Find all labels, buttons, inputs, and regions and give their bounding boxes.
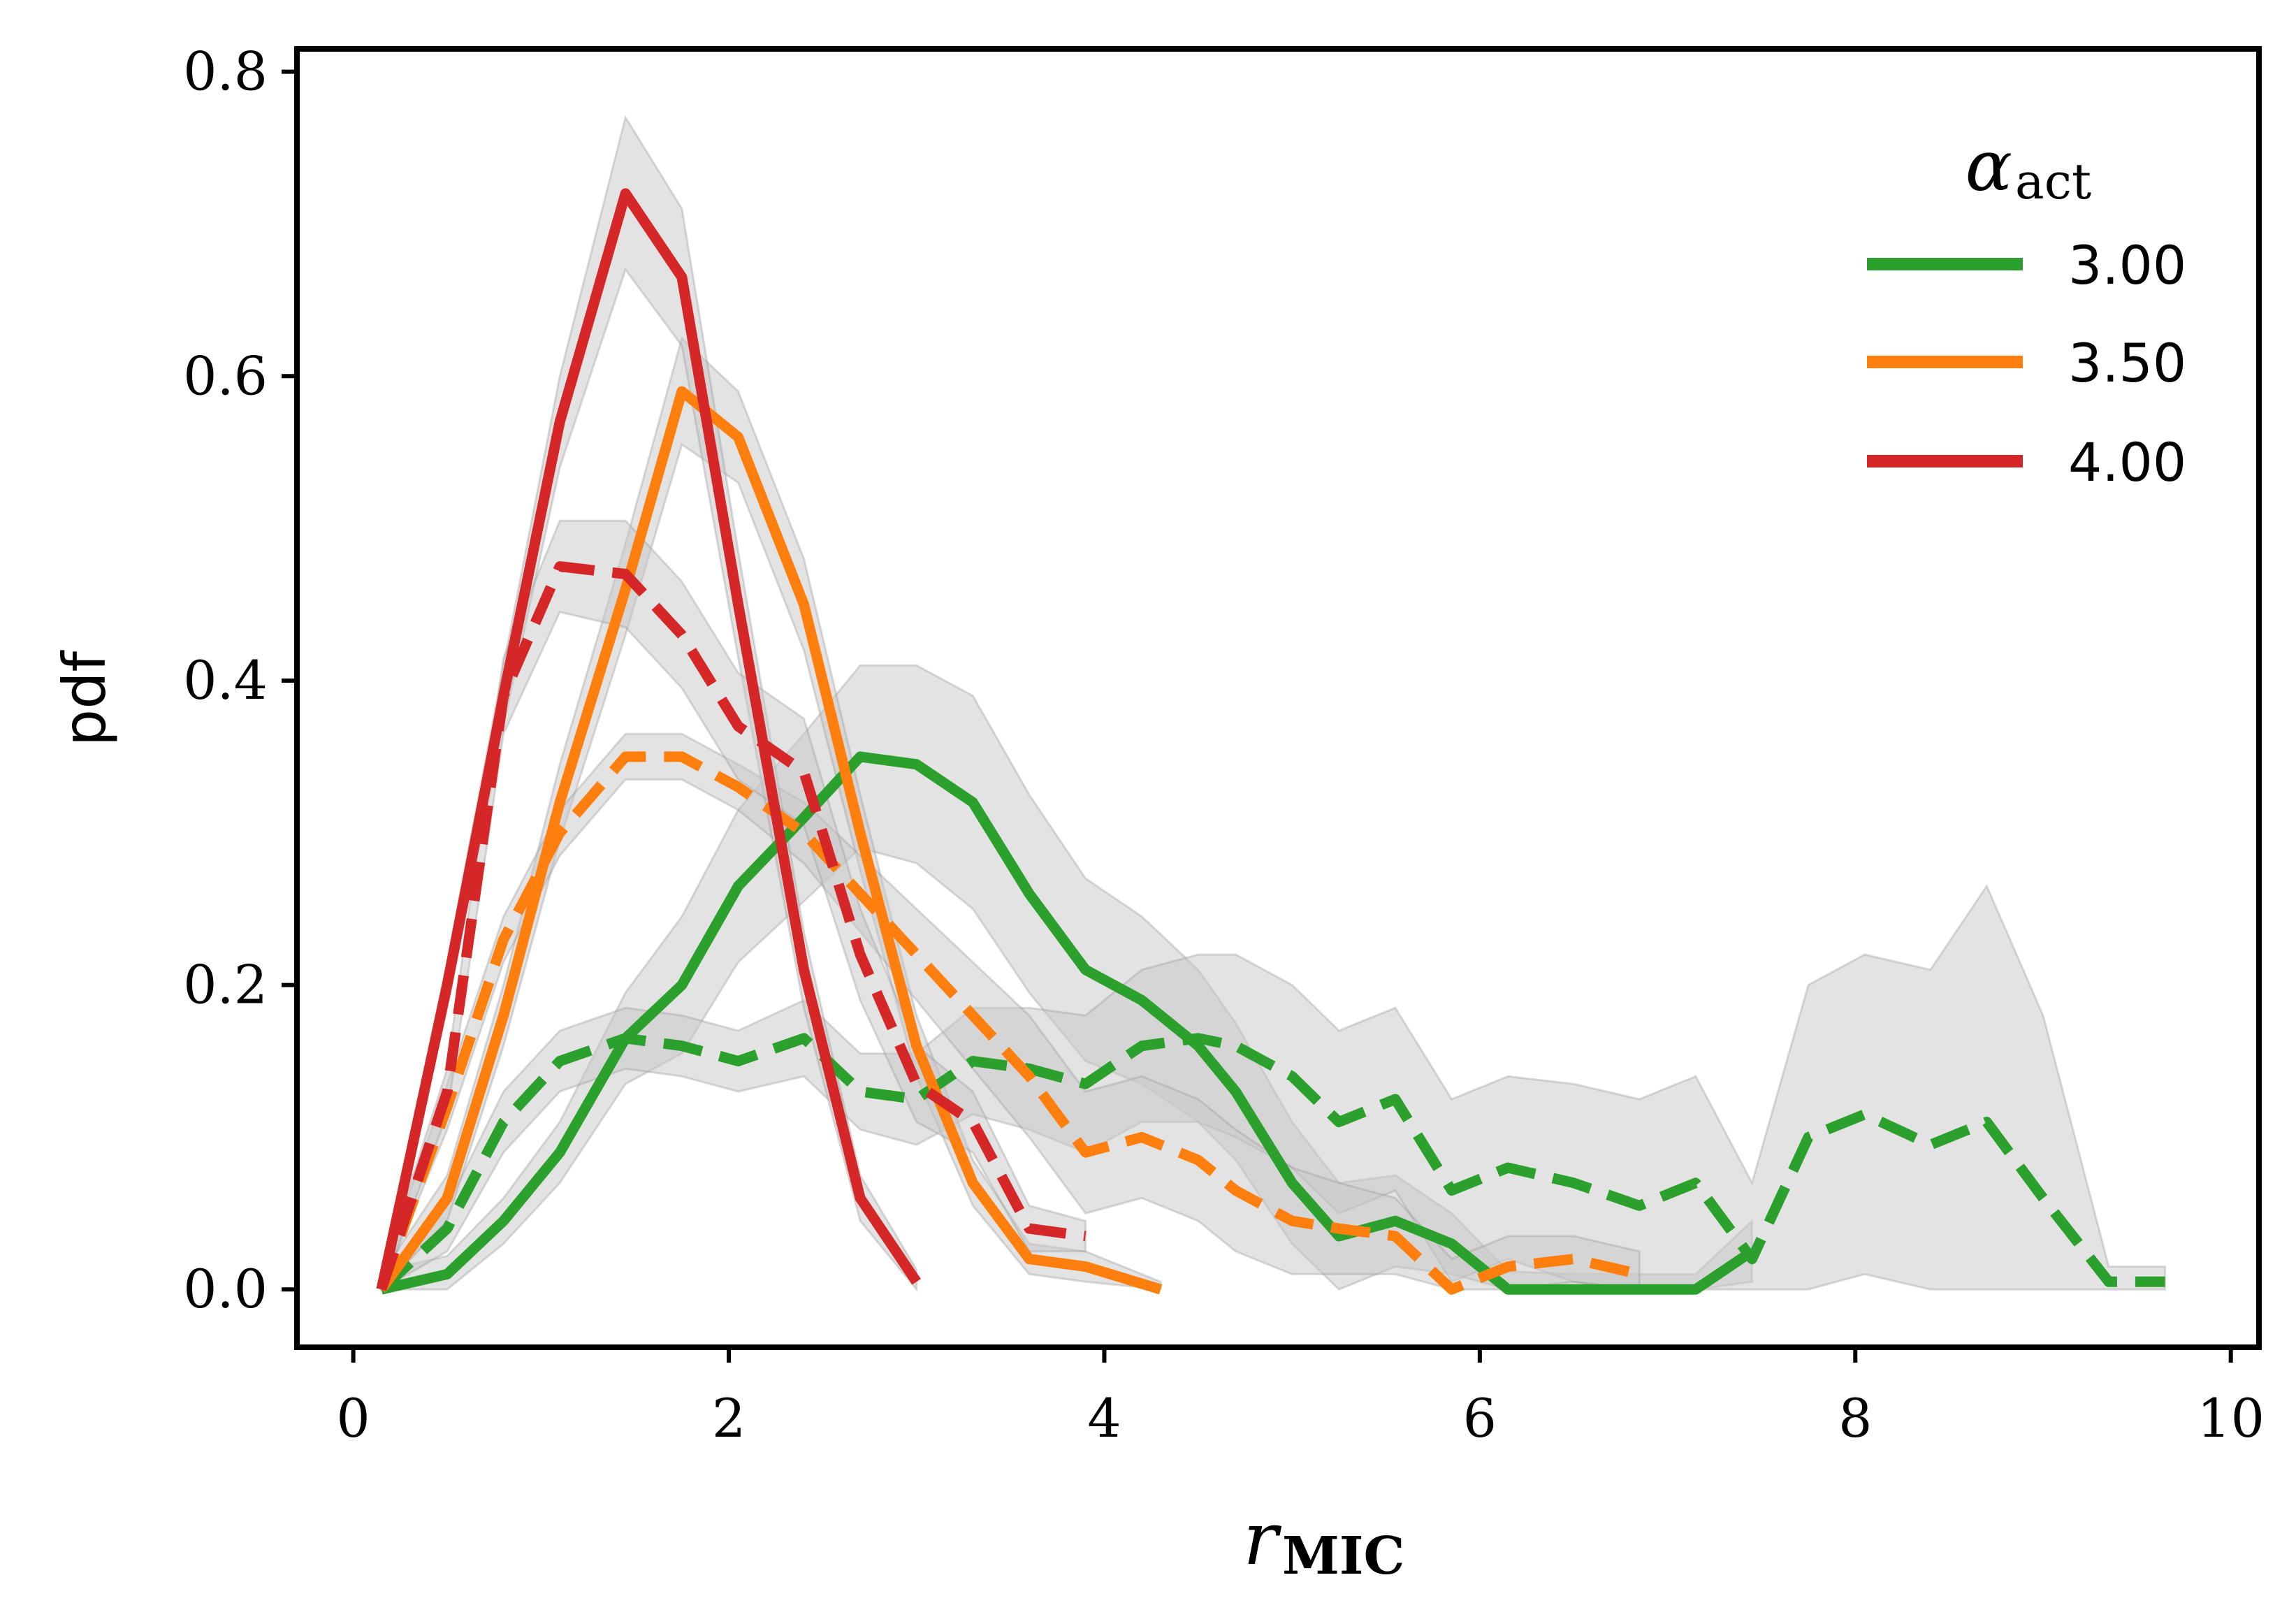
series-line-4.00-dashed	[376, 561, 1087, 1291]
y-tick-label: 0.8	[183, 41, 268, 103]
y-tick-label: 0.0	[183, 1258, 268, 1320]
series-line-3.50-solid	[377, 386, 1163, 1295]
x-tick-label: 8	[1838, 1387, 1872, 1449]
legend-title: α	[1965, 125, 2012, 207]
x-axis-label-subscript: MIC	[1282, 1526, 1404, 1586]
x-axis-label: r	[1243, 1496, 1281, 1581]
x-tick-label: 4	[1087, 1387, 1121, 1449]
series-line-4.00-solid	[376, 188, 921, 1291]
legend-label-3.50: 3.50	[2068, 332, 2186, 394]
legend-label-3.00: 3.00	[2068, 234, 2186, 296]
series-line-3.50-dashed	[376, 751, 1641, 1295]
series-lines	[376, 188, 2165, 1295]
x-tick-label: 2	[712, 1387, 746, 1449]
x-tick-label: 0	[336, 1387, 370, 1449]
x-tick-label: 6	[1463, 1387, 1497, 1449]
legend: α act 3.00 3.50 4.00	[1867, 125, 2186, 493]
x-tick-label: 10	[2197, 1387, 2265, 1449]
y-axis-ticks: 0.0 0.2 0.4 0.6 0.8	[183, 41, 297, 1320]
y-axis-label: pdf	[50, 649, 119, 746]
x-axis-ticks: 0 2 4 6 8 10	[336, 1347, 2265, 1449]
y-tick-label: 0.2	[183, 954, 268, 1016]
y-tick-label: 0.4	[183, 649, 268, 711]
plot-frame	[294, 46, 2262, 1350]
y-tick-label: 0.6	[183, 345, 268, 407]
legend-label-4.00: 4.00	[2068, 431, 2186, 493]
legend-title-subscript: act	[2015, 153, 2091, 210]
series-line-3.00-dashed	[377, 1033, 2165, 1293]
